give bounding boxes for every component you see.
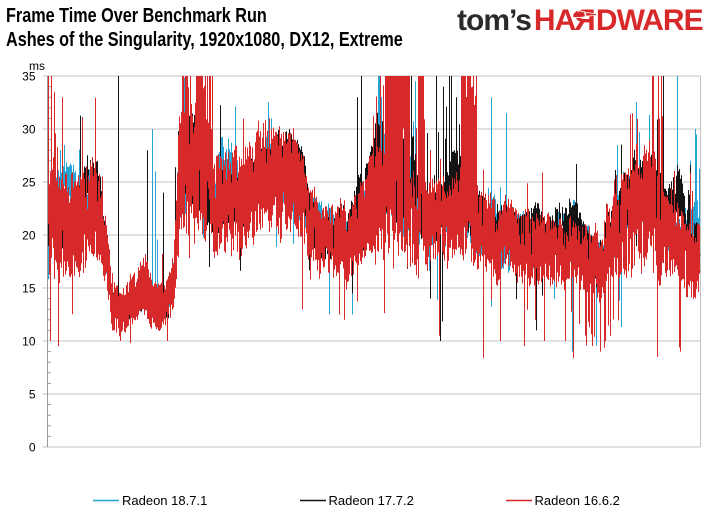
svg-text:Radeon 18.7.1: Radeon 18.7.1 — [122, 493, 207, 508]
svg-text:ms: ms — [29, 59, 45, 73]
svg-text:25: 25 — [22, 175, 36, 189]
svg-text:35: 35 — [22, 69, 36, 83]
svg-text:Radeon 17.7.2: Radeon 17.7.2 — [329, 493, 414, 508]
svg-text:5: 5 — [29, 387, 36, 401]
svg-text:30: 30 — [22, 122, 36, 136]
svg-text:0: 0 — [29, 440, 36, 454]
svg-text:Radeon 16.6.2: Radeon 16.6.2 — [535, 493, 620, 508]
svg-text:20: 20 — [22, 228, 36, 242]
svg-text:15: 15 — [22, 281, 36, 295]
svg-text:10: 10 — [22, 334, 36, 348]
